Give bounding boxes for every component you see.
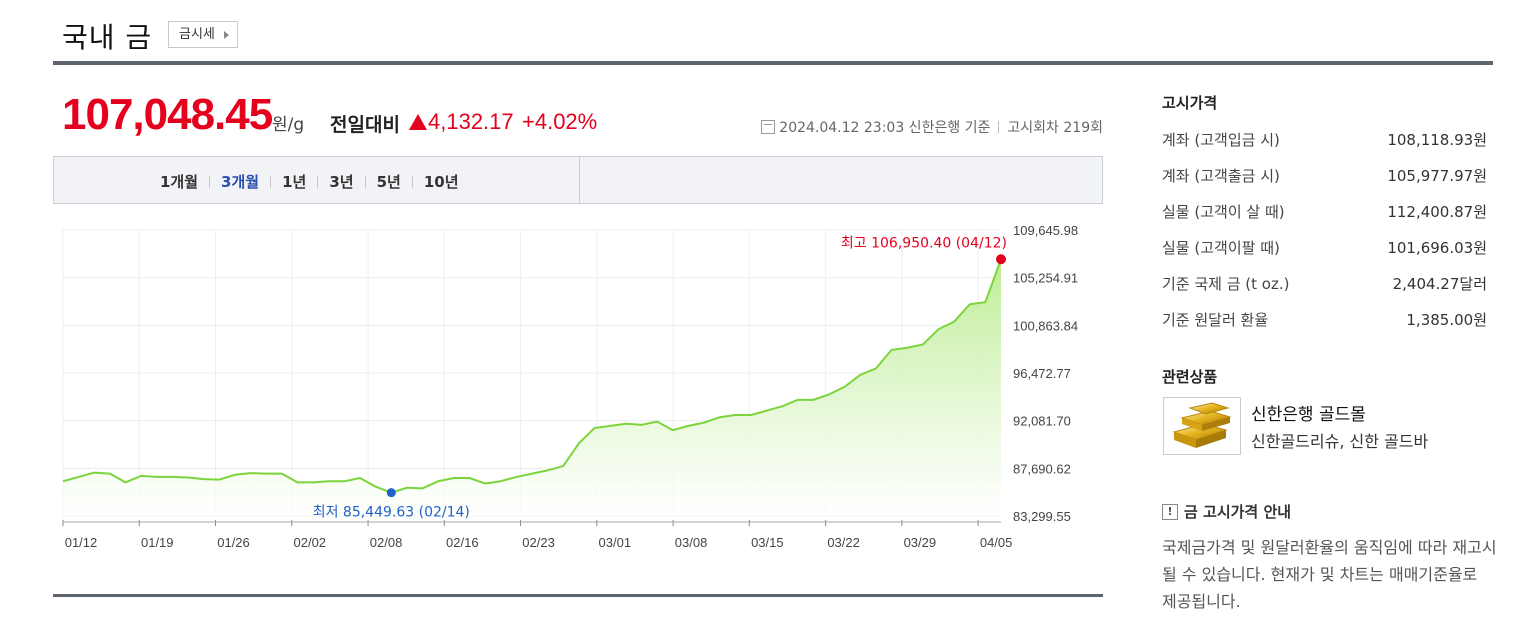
y-tick-label: 100,863.84 bbox=[1013, 318, 1078, 333]
tab-separator bbox=[270, 175, 272, 188]
gold-quote-button[interactable]: 금시세 bbox=[168, 21, 238, 48]
price-unit: 원/g bbox=[272, 115, 305, 135]
notice-price-label: 계좌 (고객출금 시) bbox=[1162, 166, 1280, 185]
tab-separator bbox=[364, 175, 366, 188]
x-tick-label: 01/12 bbox=[65, 535, 98, 550]
page-title: 국내 금 bbox=[62, 21, 153, 54]
max-point bbox=[996, 254, 1006, 265]
change-percent: +4.02% bbox=[522, 109, 598, 134]
notice-body: 국제금가격 및 원달러환율의 움직임에 따라 재고시될 수 있습니다. 현재가 … bbox=[1162, 538, 1497, 611]
y-tick-label: 109,645.98 bbox=[1013, 223, 1078, 238]
x-tick-label: 03/15 bbox=[751, 535, 784, 550]
exclamation-icon: ! bbox=[1162, 503, 1178, 520]
period-tab[interactable]: 10년 bbox=[423, 173, 459, 191]
notice-price-row: 실물 (고객이팔 때) 101,696.03원 bbox=[1162, 229, 1487, 265]
gold-bar-image[interactable] bbox=[1163, 397, 1241, 455]
notice-price-value: 101,696.03원 bbox=[1387, 238, 1487, 257]
notice-price-value: 108,118.93원 bbox=[1387, 130, 1487, 149]
gold-quote-label: 금시세 bbox=[179, 27, 215, 42]
notice-price-value: 112,400.87원 bbox=[1387, 202, 1487, 221]
min-point bbox=[386, 488, 396, 498]
x-tick-label: 02/08 bbox=[370, 535, 403, 550]
period-tabs: 1개월 3개월 1년 3년 5년 10년 bbox=[158, 171, 461, 192]
min-label: 최저 85,449.63 (02/14) bbox=[313, 505, 470, 521]
meta-separator bbox=[998, 121, 1000, 133]
chevron-right-icon bbox=[223, 31, 229, 39]
x-tick-label: 04/05 bbox=[980, 535, 1013, 550]
calendar-icon bbox=[761, 120, 776, 134]
notice-price-label: 계좌 (고객입금 시) bbox=[1162, 130, 1280, 149]
x-tick-label: 02/16 bbox=[446, 535, 479, 550]
x-tick-label: 03/22 bbox=[827, 535, 860, 550]
notice-price-label: 실물 (고객이 살 때) bbox=[1162, 202, 1285, 221]
x-tick-label: 03/08 bbox=[675, 535, 708, 550]
x-tick-label: 01/26 bbox=[217, 535, 250, 550]
notice-price-label: 기준 국제 금 (t oz.) bbox=[1162, 274, 1290, 293]
notice-price-value: 2,404.27달러 bbox=[1392, 274, 1487, 293]
y-tick-label: 83,299.55 bbox=[1013, 509, 1071, 524]
notice-price-row: 계좌 (고객입금 시) 108,118.93원 bbox=[1162, 121, 1487, 157]
notice-title: ! 금 고시가격 안내 bbox=[1162, 501, 1291, 522]
meta-date: 2024.04.12 23:03 신한은행 기준 bbox=[779, 120, 991, 136]
notice-price-row: 기준 원달러 환율 1,385.00원 bbox=[1162, 301, 1487, 337]
header-divider bbox=[53, 61, 1493, 65]
related-product-link[interactable]: 신한은행 골드몰 bbox=[1251, 405, 1366, 425]
period-tab[interactable]: 1개월 bbox=[160, 173, 199, 191]
notice-price-row: 계좌 (고객출금 시) 105,977.97원 bbox=[1162, 157, 1487, 193]
notice-price-row: 실물 (고객이 살 때) 112,400.87원 bbox=[1162, 193, 1487, 229]
notice-title-text: 금 고시가격 안내 bbox=[1184, 503, 1292, 521]
x-tick-label: 02/23 bbox=[522, 535, 555, 550]
y-tick-label: 96,472.77 bbox=[1013, 366, 1071, 381]
notice-price-title: 고시가격 bbox=[1162, 94, 1218, 112]
change-value: 4,132.17 bbox=[428, 109, 514, 134]
notice-price-label: 기준 원달러 환율 bbox=[1162, 310, 1269, 329]
notice-price-row: 기준 국제 금 (t oz.) 2,404.27달러 bbox=[1162, 265, 1487, 301]
notice-price-label: 실물 (고객이팔 때) bbox=[1162, 238, 1280, 257]
current-price: 107,048.45 bbox=[62, 90, 273, 139]
notice-price-value: 1,385.00원 bbox=[1406, 310, 1487, 329]
y-tick-label: 105,254.91 bbox=[1013, 271, 1078, 286]
period-tab[interactable]: 5년 bbox=[376, 173, 401, 191]
max-label: 최고 106,950.40 (04/12) bbox=[841, 235, 1007, 251]
period-tab[interactable]: 3개월 bbox=[221, 173, 260, 191]
y-tick-label: 87,690.62 bbox=[1013, 461, 1071, 476]
meta-round: 고시회차 219회 bbox=[1007, 120, 1103, 136]
period-tab[interactable]: 1년 bbox=[282, 173, 307, 191]
period-selector: 1개월 3개월 1년 3년 5년 10년 bbox=[53, 156, 1103, 204]
tab-separator bbox=[209, 175, 211, 188]
tab-separator bbox=[317, 175, 319, 188]
period-tab[interactable]: 3년 bbox=[329, 173, 354, 191]
y-tick-label: 92,081.70 bbox=[1013, 414, 1071, 429]
price-area bbox=[63, 259, 1001, 516]
price-line bbox=[62, 258, 1002, 494]
price-meta: 2024.04.12 23:03 신한은행 기준 고시회차 219회 bbox=[761, 117, 1103, 137]
chart-bottom-divider bbox=[53, 594, 1103, 597]
notice-price-value: 105,977.97원 bbox=[1387, 166, 1487, 185]
up-arrow-icon bbox=[409, 114, 427, 130]
x-tick-label: 02/02 bbox=[294, 535, 327, 550]
related-title: 관련상품 bbox=[1162, 368, 1218, 386]
period-bar-divider bbox=[579, 157, 580, 203]
related-product-desc: 신한골드리슈, 신한 골드바 bbox=[1251, 432, 1429, 451]
gold-bars-icon bbox=[1172, 402, 1232, 448]
change-label: 전일대비 bbox=[330, 114, 400, 136]
price-chart: 109,645.98 105,254.91 100,863.84 96,472.77 9… bbox=[62, 223, 1078, 550]
tab-separator bbox=[411, 175, 413, 188]
x-tick-label: 03/29 bbox=[904, 535, 937, 550]
x-tick-label: 03/01 bbox=[599, 535, 632, 550]
x-tick-label: 01/19 bbox=[141, 535, 174, 550]
